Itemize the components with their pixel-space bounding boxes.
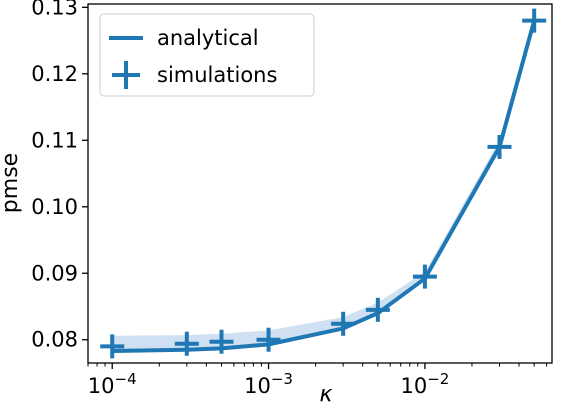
simulation-marker	[209, 329, 234, 354]
simulation-marker	[365, 297, 390, 322]
marker-layer	[100, 8, 547, 359]
plot-frame	[87, 3, 553, 364]
legend: analytical simulations	[99, 13, 315, 97]
y-tick-label: 0.08	[31, 328, 78, 352]
y-tick-label: 0.10	[31, 195, 78, 219]
simulation-marker	[256, 327, 281, 352]
y-tick-label: 0.09	[31, 261, 78, 285]
legend-label-simulations: simulations	[157, 63, 277, 87]
y-tick-label: 0.13	[31, 0, 78, 19]
legend-marker-swatch	[112, 61, 140, 89]
simulation-marker	[331, 311, 356, 336]
x-axis-ticks: 10−4 10−3 10−2	[87, 363, 548, 398]
legend-box	[99, 13, 315, 97]
simulation-marker	[412, 264, 437, 289]
y-tick-label: 0.11	[31, 128, 78, 152]
y-axis-ticks: 0.08 0.09 0.10 0.11 0.12 0.13	[31, 0, 88, 352]
x-tick-label: 10−3	[244, 370, 293, 398]
y-axis-label: pmse	[0, 153, 23, 213]
x-axis-label: κ	[320, 382, 333, 404]
x-tick-label: 10−2	[400, 370, 449, 398]
simulation-marker	[100, 334, 125, 359]
legend-label-analytical: analytical	[157, 26, 259, 50]
simulation-marker	[487, 134, 512, 159]
simulation-marker	[522, 8, 547, 33]
x-tick-label: 10−4	[88, 370, 137, 398]
simulation-marker	[174, 331, 199, 356]
y-tick-label: 0.12	[31, 62, 78, 86]
